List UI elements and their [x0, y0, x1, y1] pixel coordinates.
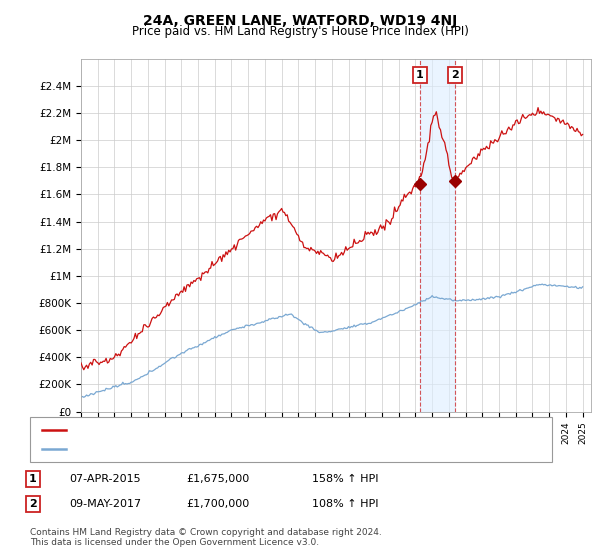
Text: 24A, GREEN LANE, WATFORD, WD19 4NJ (detached house): 24A, GREEN LANE, WATFORD, WD19 4NJ (deta… [73, 424, 379, 435]
Text: 09-MAY-2017: 09-MAY-2017 [69, 499, 141, 509]
Text: 07-APR-2015: 07-APR-2015 [69, 474, 140, 484]
Text: Price paid vs. HM Land Registry's House Price Index (HPI): Price paid vs. HM Land Registry's House … [131, 25, 469, 38]
Text: 158% ↑ HPI: 158% ↑ HPI [312, 474, 379, 484]
Text: 1: 1 [416, 70, 424, 80]
Text: 2: 2 [451, 70, 459, 80]
Text: £1,675,000: £1,675,000 [186, 474, 249, 484]
Text: 108% ↑ HPI: 108% ↑ HPI [312, 499, 379, 509]
Text: Contains HM Land Registry data © Crown copyright and database right 2024.
This d: Contains HM Land Registry data © Crown c… [30, 528, 382, 548]
Text: HPI: Average price, detached house, Watford: HPI: Average price, detached house, Watf… [73, 445, 307, 455]
Text: 2: 2 [29, 499, 37, 509]
Text: 1: 1 [29, 474, 37, 484]
Text: 24A, GREEN LANE, WATFORD, WD19 4NJ: 24A, GREEN LANE, WATFORD, WD19 4NJ [143, 14, 457, 28]
Text: £1,700,000: £1,700,000 [186, 499, 249, 509]
